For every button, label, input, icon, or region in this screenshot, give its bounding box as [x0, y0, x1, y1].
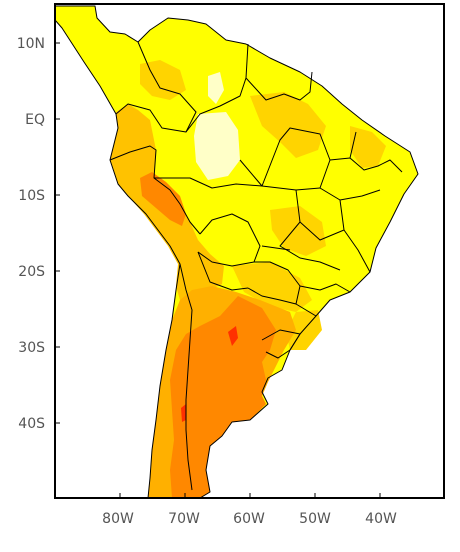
pale-yellow-zone-amazon: [194, 112, 240, 180]
gold-zone-north: [140, 60, 186, 100]
gold-zone-central: [270, 206, 326, 256]
y-axis: 10N EQ 10S 20S 30S 40S: [17, 36, 60, 432]
x-tick-label: 50W: [299, 511, 331, 527]
coastline: [55, 5, 419, 498]
x-tick-label: 80W: [102, 511, 134, 527]
orange-zone-argentina: [170, 296, 276, 498]
gold-zone-amazon-east: [250, 92, 326, 158]
y-tick-label: EQ: [25, 112, 45, 128]
x-tick-label: 40W: [365, 511, 397, 527]
coastline-west: [55, 19, 181, 498]
border-venezuela: [185, 43, 249, 133]
gold-zone-northeast: [350, 126, 386, 168]
x-tick-label: 60W: [233, 511, 265, 527]
y-tick-label: 30S: [18, 340, 45, 356]
y-tick-label: 40S: [18, 416, 45, 432]
border-guianas: [245, 71, 313, 101]
border-uruguay: [261, 329, 301, 359]
country-borders: [55, 5, 419, 498]
red-zone-2: [181, 404, 186, 422]
y-tick-label: 10N: [17, 36, 45, 52]
border-paraguay: [247, 261, 301, 305]
border-brazil-states-3: [261, 245, 351, 317]
orange-zone-peru: [140, 172, 186, 226]
y-tick-label: 20S: [18, 264, 45, 280]
map-layers: [55, 5, 419, 498]
border-argentina-north: [197, 251, 249, 291]
border-colombia: [115, 41, 197, 133]
pale-yellow-zone-north: [208, 72, 224, 104]
gold-zone-paraguay: [232, 262, 312, 312]
border-brazil-states-1: [319, 187, 381, 273]
x-tick-label: 70W: [168, 511, 200, 527]
border-chile-argentina: [179, 263, 193, 491]
red-zone-1: [228, 326, 238, 346]
border-brazil-states-2: [279, 189, 345, 271]
x-axis: 80W 70W 60W 50W 40W: [102, 493, 397, 527]
border-brazil-states-4: [329, 131, 403, 173]
border-bolivia: [197, 213, 261, 267]
y-tick-label: 10S: [18, 188, 45, 204]
